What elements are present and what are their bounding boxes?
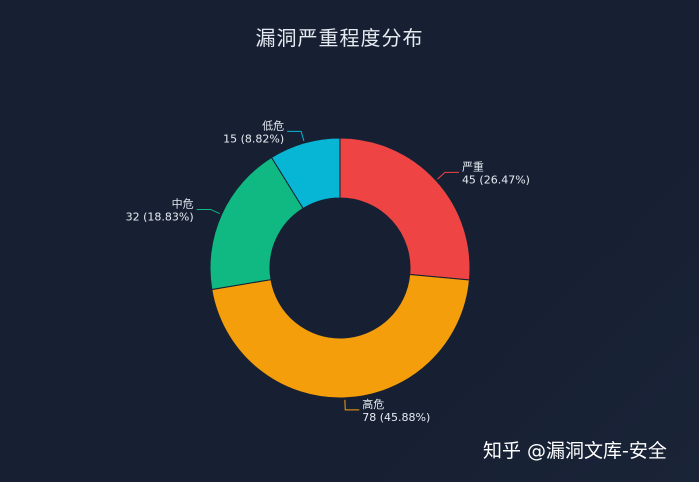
leader-line-3: [287, 130, 305, 142]
slice-0[interactable]: [339, 137, 471, 281]
slice-2[interactable]: [209, 156, 304, 291]
leader-line-1: [344, 399, 360, 411]
slice-label-name-0: 严重: [462, 159, 484, 173]
leader-line-2: [196, 208, 220, 215]
slice-label-name-2: 中危: [172, 197, 194, 210]
leader-line-0: [437, 171, 459, 180]
slice-label-value-1: 78 (45.88%): [362, 411, 430, 424]
slice-label-name-3: 低危: [262, 119, 284, 132]
slice-label-value-0: 45 (26.47%): [462, 173, 530, 186]
slice-1[interactable]: [211, 273, 470, 399]
watermark: 知乎 @漏洞文库-安全: [483, 440, 667, 462]
slice-label-name-1: 高危: [362, 397, 384, 411]
slice-label-value-3: 15 (8.82%): [223, 132, 284, 145]
slice-label-value-2: 32 (18.83%): [126, 210, 194, 223]
slice-3[interactable]: [270, 137, 341, 210]
chart-title: 漏洞严重程度分布: [255, 26, 424, 50]
